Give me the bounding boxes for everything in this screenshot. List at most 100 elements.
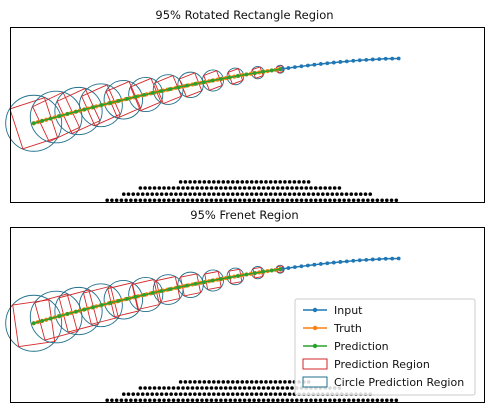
- boundary-point: [266, 386, 271, 390]
- boundary-point: [121, 392, 126, 396]
- boundary-point: [285, 386, 290, 390]
- boundary-point: [285, 198, 290, 203]
- boundary-point: [380, 198, 384, 203]
- boundary-point: [316, 192, 320, 196]
- boundary-point: [370, 398, 375, 403]
- boundary-point: [238, 198, 242, 203]
- input-point: [351, 258, 356, 263]
- boundary-point: [242, 398, 247, 403]
- boundary-point: [195, 398, 200, 403]
- input-point: [390, 256, 395, 261]
- boundary-point: [332, 186, 337, 190]
- boundary-point: [278, 380, 282, 384]
- circle-prediction-region: [54, 286, 103, 336]
- boundary-point: [176, 198, 181, 203]
- boundary-point: [252, 186, 256, 190]
- circle-prediction-region: [128, 276, 164, 313]
- input-point: [357, 58, 362, 63]
- circle-prediction-region: [79, 283, 123, 328]
- prediction-point: [269, 268, 274, 273]
- prediction-region: [12, 299, 56, 348]
- boundary-point: [249, 192, 254, 196]
- prediction-point: [201, 280, 206, 285]
- boundary-point: [356, 398, 361, 403]
- legend-box: [294, 298, 476, 396]
- boundary-point: [207, 192, 211, 196]
- boundary-point: [138, 398, 143, 403]
- boundary-point: [332, 398, 337, 403]
- prediction-point: [40, 318, 45, 323]
- input-point: [312, 62, 317, 67]
- boundary-point: [340, 192, 344, 196]
- input-point: [396, 56, 401, 61]
- boundary-point: [351, 198, 356, 203]
- boundary-point: [259, 192, 264, 196]
- circle-prediction-region: [103, 80, 144, 120]
- boundary-point: [233, 398, 237, 403]
- boundary-point: [242, 186, 247, 190]
- boundary-point: [292, 180, 297, 184]
- boundary-point: [121, 192, 126, 196]
- prediction-point: [99, 303, 104, 307]
- boundary-point: [394, 398, 399, 403]
- boundary-point: [214, 186, 218, 190]
- boundary-point: [190, 186, 195, 190]
- input-point: [396, 256, 401, 261]
- boundary-point: [361, 398, 365, 403]
- input-point: [325, 261, 330, 266]
- boundary-point: [209, 198, 214, 203]
- boundary-point: [169, 192, 173, 196]
- boundary-point: [394, 198, 399, 203]
- input-point: [325, 61, 330, 66]
- boundary-point: [247, 198, 252, 203]
- prediction-point: [278, 67, 283, 72]
- legend-marker-input: [312, 307, 318, 313]
- prediction-region: [32, 91, 81, 143]
- boundary-point: [249, 392, 254, 396]
- boundary-point: [259, 180, 264, 184]
- prediction-point: [244, 72, 249, 77]
- circle-prediction-region: [79, 83, 123, 128]
- boundary-point: [233, 198, 237, 203]
- circle-prediction-region: [29, 290, 83, 344]
- boundary-point: [273, 380, 278, 384]
- boundary-point: [204, 398, 209, 403]
- input-point: [318, 262, 323, 266]
- prediction-region: [129, 77, 162, 112]
- circle-prediction-region: [103, 280, 144, 320]
- input-point: [344, 259, 349, 264]
- boundary-point: [290, 398, 294, 403]
- boundary-point: [150, 392, 154, 396]
- boundary-point: [190, 398, 195, 403]
- boundary-point: [347, 398, 351, 403]
- boundary-point: [261, 398, 266, 403]
- boundary-point: [328, 398, 332, 403]
- boundary-point: [131, 192, 136, 196]
- boundary-point: [219, 186, 223, 190]
- prediction-point: [218, 277, 223, 281]
- boundary-point: [131, 392, 136, 396]
- boundary-point: [200, 386, 204, 390]
- boundary-point: [164, 192, 169, 196]
- boundary-point: [195, 386, 200, 390]
- boundary-point: [204, 198, 209, 203]
- boundary-point: [311, 192, 316, 196]
- boundary-point: [257, 398, 261, 403]
- boundary-point: [245, 180, 249, 184]
- input-point: [370, 57, 375, 62]
- boundary-point: [233, 186, 237, 190]
- boundary-point: [207, 392, 211, 396]
- boundary-point: [385, 198, 389, 203]
- boundary-point: [136, 392, 140, 396]
- boundary-point: [195, 198, 200, 203]
- boundary-point: [176, 386, 181, 390]
- boundary-point: [238, 186, 242, 190]
- boundary-point: [209, 398, 214, 403]
- boundary-point: [385, 398, 389, 403]
- prediction-point: [184, 283, 189, 288]
- boundary-point: [266, 398, 271, 403]
- boundary-point: [204, 186, 209, 190]
- boundary-point: [389, 398, 394, 403]
- boundary-point: [271, 198, 275, 203]
- boundary-point: [366, 398, 370, 403]
